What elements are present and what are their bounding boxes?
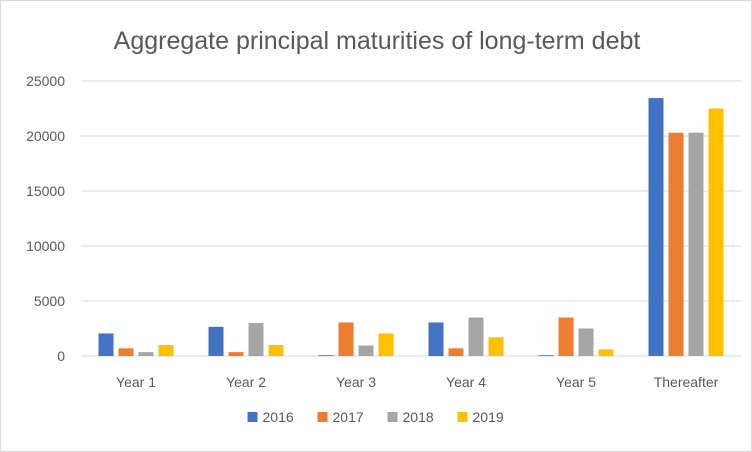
bar-2017-year-1 — [118, 348, 134, 356]
legend-swatch-2019 — [457, 412, 468, 422]
legend-swatch-2016 — [247, 412, 258, 422]
y-tick-label: 10000 — [26, 238, 65, 254]
bar-2016-year-2 — [208, 326, 224, 356]
legend: 2016 2017 2018 2019 — [247, 409, 504, 425]
bar-2019-year-5 — [598, 349, 614, 356]
bar-2017-year-2 — [228, 352, 244, 356]
y-tick-label: 5000 — [34, 293, 65, 309]
bar-2016-year-3 — [318, 355, 334, 356]
bar-2017-year-5 — [558, 317, 574, 356]
legend-label: 2016 — [263, 409, 294, 425]
x-tick-label: Year 1 — [116, 374, 156, 390]
bar-2018-year-5 — [578, 328, 594, 356]
bar-2016-year-1 — [98, 333, 114, 356]
legend-label: 2018 — [403, 409, 434, 425]
bar-2018-year-4 — [468, 317, 484, 356]
bar-2018-year-3 — [358, 345, 374, 356]
legend-swatch-2018 — [387, 412, 398, 422]
legend-label: 2017 — [333, 409, 364, 425]
bar-2017-year-3 — [338, 322, 354, 356]
x-tick-label: Year 2 — [226, 374, 266, 390]
bar-2018-year-1 — [138, 352, 154, 356]
y-axis-tick-labels: 0 5000 10000 15000 20000 25000 — [26, 73, 65, 364]
y-tick-label: 25000 — [26, 73, 65, 89]
gridlines — [81, 80, 741, 357]
bar-2019-year-3 — [378, 333, 394, 356]
y-tick-label: 20000 — [26, 128, 65, 144]
bar-2016-year-4 — [428, 322, 444, 356]
legend-label: 2019 — [473, 409, 504, 425]
x-axis-tick-labels: Year 1 Year 2 Year 3 Year 4 Year 5 Thereafter — [116, 374, 719, 390]
bar-2016-thereafter — [648, 98, 664, 357]
x-tick-label: Year 5 — [556, 374, 596, 390]
bar-2019-year-1 — [158, 345, 174, 356]
y-tick-label: 15000 — [26, 183, 65, 199]
bar-2019-year-2 — [268, 345, 284, 356]
y-tick-label: 0 — [57, 348, 65, 364]
x-tick-label: Year 3 — [336, 374, 376, 390]
bar-2017-year-4 — [448, 348, 464, 356]
bar-2016-year-5 — [538, 355, 554, 356]
bars — [98, 98, 724, 357]
x-tick-label: Year 4 — [446, 374, 486, 390]
legend-swatch-2017 — [317, 412, 328, 422]
bar-2019-thereafter — [708, 108, 724, 356]
bar-2018-year-2 — [248, 323, 264, 356]
bar-2017-thereafter — [668, 132, 684, 356]
bar-2018-thereafter — [688, 132, 704, 356]
x-tick-label: Thereafter — [654, 374, 719, 390]
chart-title: Aggregate principal maturities of long-t… — [114, 27, 641, 55]
bar-2019-year-4 — [488, 337, 504, 356]
